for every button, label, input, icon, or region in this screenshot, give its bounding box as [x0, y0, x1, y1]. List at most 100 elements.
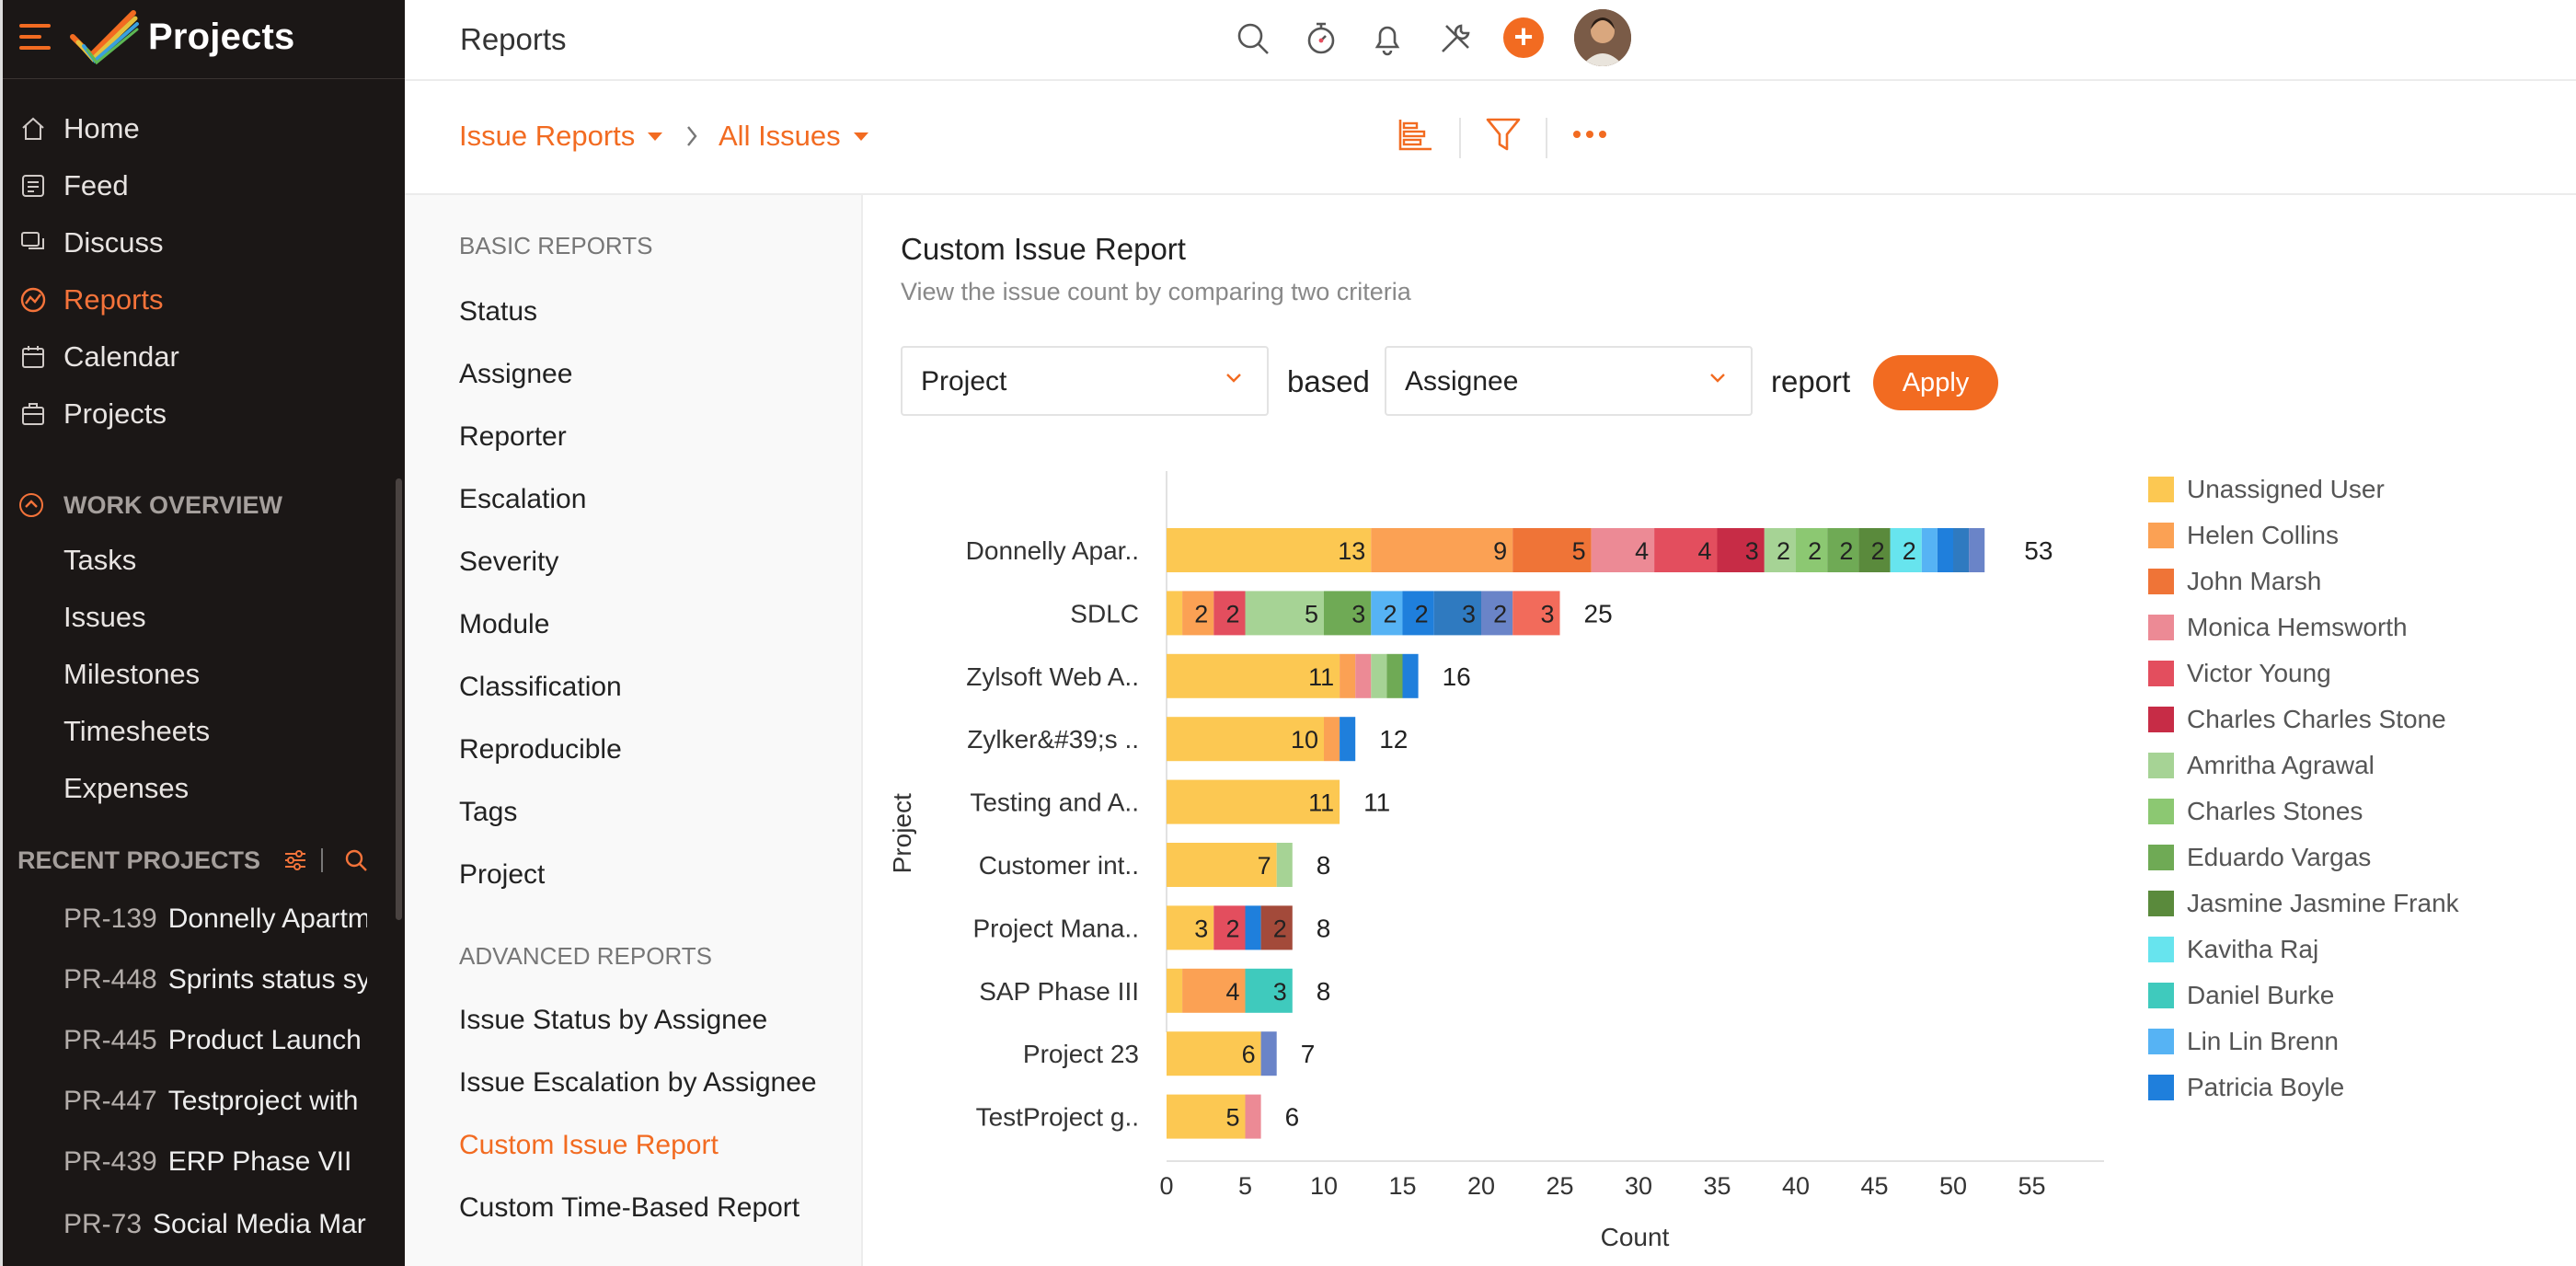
bar-segment [1276, 843, 1293, 887]
legend-item[interactable]: Eduardo Vargas [2148, 839, 2371, 876]
bar-segment [1260, 905, 1293, 950]
bar-segment [1340, 717, 1356, 762]
legend-item[interactable]: Charles Charles Stone [2148, 701, 2446, 738]
bar-segment-label: 4 [1697, 537, 1711, 565]
report-link-status[interactable]: Status [459, 296, 538, 327]
bell-icon[interactable] [1369, 20, 1406, 57]
legend-item[interactable]: Charles Stones [2148, 793, 2363, 830]
breadcrumb-label: All Issues [719, 120, 841, 152]
hamburger-menu-icon[interactable] [19, 24, 51, 50]
sidebar-item-tasks[interactable]: Tasks [63, 544, 137, 576]
report-link-issue-status-by-assignee[interactable]: Issue Status by Assignee [459, 1005, 768, 1035]
bar-segment [1324, 591, 1372, 636]
sidebar-item-milestones[interactable]: Milestones [63, 658, 201, 690]
report-link-severity[interactable]: Severity [459, 547, 559, 577]
bar-total-label: 7 [1301, 1040, 1316, 1068]
bar-chart-view-icon[interactable] [1395, 114, 1435, 155]
legend-item[interactable]: Lin Lin Brenn [2148, 1023, 2339, 1060]
legend-swatch [2148, 845, 2174, 870]
discuss-icon [21, 232, 44, 249]
report-link-issue-escalation-by-assignee[interactable]: Issue Escalation by Assignee [459, 1067, 817, 1098]
report-link-reporter[interactable]: Reporter [459, 421, 567, 452]
bar-segment [1402, 653, 1419, 698]
legend-item[interactable]: Kavitha Raj [2148, 931, 2318, 968]
recent-project-item[interactable]: PR-439 ERP Phase VII [63, 1139, 367, 1185]
avatar[interactable] [1574, 9, 1631, 66]
report-link-custom-issue-report[interactable]: Custom Issue Report [459, 1130, 719, 1160]
legend-item[interactable]: Patricia Boyle [2148, 1069, 2344, 1106]
apply-button[interactable]: Apply [1873, 355, 1998, 410]
bar-segment [1167, 1031, 1261, 1076]
recent-project-item[interactable]: PR-73 Social Media Marketing [63, 1202, 367, 1248]
x-tick-label: 15 [1388, 1172, 1416, 1200]
criteria-2-select[interactable]: Assignee [1385, 346, 1753, 416]
legend-swatch [2148, 799, 2174, 824]
legend-item[interactable]: Monica Hemsworth [2148, 609, 2408, 646]
search-icon[interactable] [343, 847, 369, 873]
add-new-button[interactable]: + [1503, 17, 1544, 58]
bar-total-label: 53 [2024, 536, 2053, 565]
bar-segment-label: 3 [1351, 600, 1365, 627]
recent-project-item[interactable]: PR-139 Donnelly Apartments Construction [63, 896, 367, 942]
report-link-module[interactable]: Module [459, 609, 550, 639]
breadcrumb-all-issues[interactable]: All Issues [719, 120, 868, 153]
sidebar-item-expenses[interactable]: Expenses [63, 772, 190, 804]
report-link-tags[interactable]: Tags [459, 797, 518, 827]
bar-segment [1167, 717, 1324, 762]
bar-segment [1182, 591, 1214, 636]
sidebar-item-timesheets[interactable]: Timesheets [63, 715, 211, 747]
sidebar-item-reports[interactable]: Reports [3, 274, 405, 326]
sidebar-item-discuss[interactable]: Discuss [3, 217, 405, 269]
legend-item[interactable]: Victor Young [2148, 655, 2331, 692]
report-link-reproducible[interactable]: Reproducible [459, 734, 622, 765]
filter-sliders-icon[interactable] [282, 847, 308, 873]
timer-icon[interactable] [1303, 20, 1340, 57]
x-tick-label: 5 [1238, 1172, 1252, 1200]
report-link-project[interactable]: Project [459, 859, 546, 890]
header-divider [321, 848, 323, 872]
more-options-icon[interactable] [1570, 114, 1610, 155]
bar-segment [1167, 779, 1340, 824]
x-tick-label: 35 [1703, 1172, 1731, 1200]
recent-project-item[interactable]: PR-447 Testproject with [63, 1078, 367, 1124]
bar-segment-label: 2 [1225, 915, 1239, 942]
legend-item[interactable]: John Marsh [2148, 563, 2321, 600]
report-link-assignee[interactable]: Assignee [459, 359, 573, 389]
legend-item[interactable]: Unassigned User [2148, 471, 2385, 508]
work-overview-header[interactable]: WORK OVERVIEW [3, 482, 405, 528]
bar-segment-label: 2 [1273, 915, 1287, 942]
legend-item[interactable]: Jasmine Jasmine Frank [2148, 885, 2459, 922]
report-link-classification[interactable]: Classification [459, 672, 622, 702]
bar-segment-label: 2 [1808, 537, 1822, 565]
sidebar-item-feed[interactable]: Feed [3, 160, 405, 212]
tools-icon[interactable] [1437, 20, 1474, 57]
report-link-escalation[interactable]: Escalation [459, 484, 587, 514]
legend-item[interactable]: Helen Collins [2148, 517, 2339, 554]
report-link-custom-time-based-report[interactable]: Custom Time-Based Report [459, 1192, 800, 1223]
criteria-1-select[interactable]: Project [901, 346, 1269, 416]
bar-segment [1921, 528, 1938, 572]
y-axis-label: Project [888, 793, 916, 873]
recent-project-item[interactable]: PR-448 Sprints status sync [63, 957, 367, 1003]
sidebar-item-issues[interactable]: Issues [63, 601, 146, 633]
sidebar-item-home[interactable]: Home [3, 103, 405, 155]
calendar-icon [22, 346, 44, 368]
filter-icon[interactable] [1483, 114, 1524, 155]
bar-segment [1245, 968, 1293, 1013]
x-tick-label: 0 [1159, 1172, 1173, 1200]
x-tick-label: 30 [1625, 1172, 1652, 1200]
sidebar-item-calendar[interactable]: Calendar [3, 331, 405, 383]
bar-segment-label: 3 [1745, 537, 1759, 565]
bar-total-label: 8 [1317, 977, 1331, 1006]
legend-swatch [2148, 523, 2174, 548]
search-icon[interactable] [1235, 20, 1271, 57]
sidebar-scrollbar[interactable] [396, 478, 402, 920]
breadcrumb-issue-reports[interactable]: Issue Reports [459, 120, 663, 153]
sidebar-item-projects[interactable]: Projects [3, 388, 405, 440]
recent-project-item[interactable]: PR-445 Product Launch [63, 1018, 367, 1064]
legend-item[interactable]: Daniel Burke [2148, 977, 2334, 1014]
collapse-circle-icon [19, 493, 43, 517]
legend-item[interactable]: Amritha Agrawal [2148, 747, 2375, 784]
project-name: Sprints status sync [167, 964, 367, 995]
